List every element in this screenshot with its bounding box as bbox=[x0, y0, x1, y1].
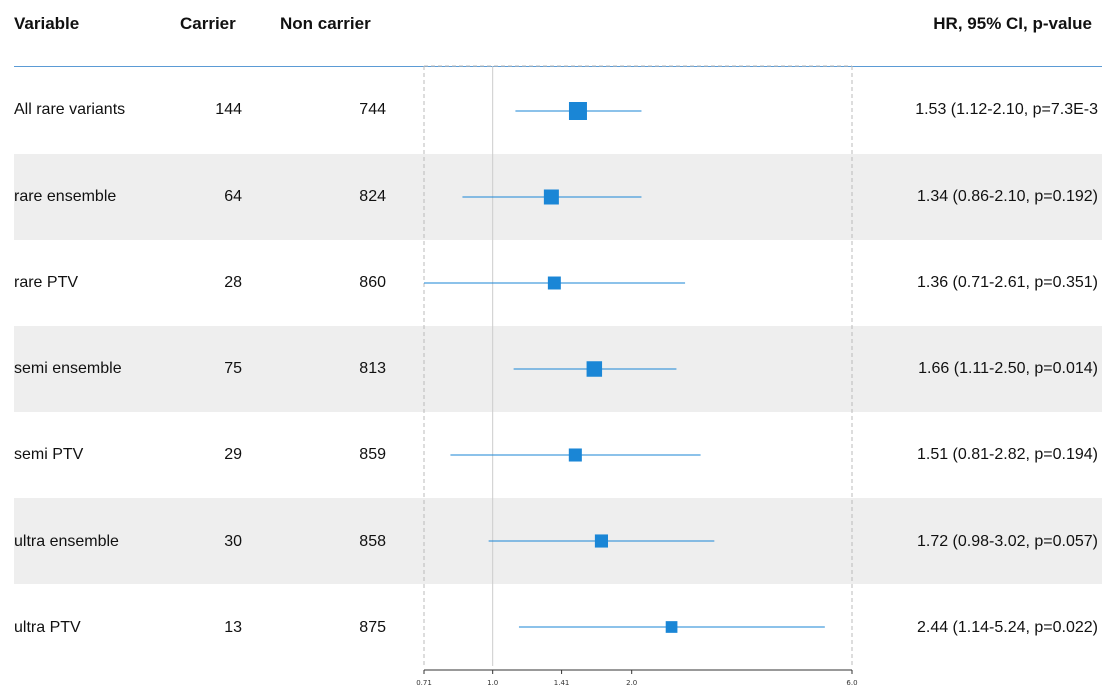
header-hr: HR, 95% CI, p-value bbox=[933, 14, 1092, 33]
hr-marker bbox=[568, 448, 582, 462]
table-row: All rare variants 144 744 1.53 (1.12-2.1… bbox=[14, 68, 1102, 154]
row-carrier: 64 bbox=[224, 188, 242, 205]
row-carrier: 28 bbox=[224, 274, 242, 291]
table-row: rare ensemble 64 824 1.34 (0.86-2.10, p=… bbox=[14, 154, 1102, 240]
row-variable: semi ensemble bbox=[14, 360, 122, 377]
hr-marker bbox=[586, 361, 603, 377]
table-row: rare PTV 28 860 1.36 (0.71-2.61, p=0.351… bbox=[14, 240, 1102, 326]
row-non-carrier: 859 bbox=[359, 446, 386, 463]
row-non-carrier: 860 bbox=[359, 274, 386, 291]
hr-marker bbox=[665, 621, 678, 633]
hr-marker bbox=[547, 276, 561, 290]
row-carrier: 30 bbox=[224, 533, 242, 550]
row-hr: 1.72 (0.98-3.02, p=0.057) bbox=[916, 533, 1098, 550]
hr-marker bbox=[543, 189, 559, 205]
header-variable: Variable bbox=[14, 14, 80, 33]
x-tick-label: 1.0 bbox=[487, 679, 498, 687]
row-variable: semi PTV bbox=[14, 446, 84, 463]
x-tick-label: 6.0 bbox=[846, 679, 857, 687]
row-non-carrier: 875 bbox=[359, 619, 386, 636]
row-variable: rare PTV bbox=[14, 274, 79, 291]
row-variable: ultra ensemble bbox=[14, 533, 119, 550]
row-carrier: 29 bbox=[224, 446, 242, 463]
hr-marker bbox=[594, 534, 608, 548]
row-variable: ultra PTV bbox=[14, 619, 81, 636]
row-non-carrier: 744 bbox=[359, 101, 386, 118]
row-hr: 1.66 (1.11-2.50, p=0.014) bbox=[918, 360, 1098, 377]
x-tick-label: 2.0 bbox=[626, 679, 637, 687]
row-non-carrier: 824 bbox=[359, 188, 386, 205]
row-non-carrier: 813 bbox=[359, 360, 386, 377]
header-carrier: Carrier bbox=[180, 14, 236, 33]
hr-marker bbox=[568, 102, 587, 120]
row-non-carrier: 858 bbox=[359, 533, 386, 550]
x-tick-label: 0.71 bbox=[416, 679, 432, 687]
row-carrier: 13 bbox=[224, 619, 242, 636]
x-tick-label: 1.41 bbox=[554, 679, 570, 687]
row-hr: 1.34 (0.86-2.10, p=0.192) bbox=[916, 188, 1098, 205]
header-non-carrier: Non carrier bbox=[280, 14, 371, 33]
row-carrier: 144 bbox=[215, 101, 242, 118]
row-hr: 1.36 (0.71-2.61, p=0.351) bbox=[916, 274, 1098, 291]
table-row: ultra PTV 13 875 2.44 (1.14-5.24, p=0.02… bbox=[14, 584, 1102, 670]
row-hr: 1.53 (1.12-2.10, p=7.3E-3 bbox=[915, 101, 1098, 118]
row-hr: 2.44 (1.14-5.24, p=0.022) bbox=[916, 619, 1098, 636]
row-variable: rare ensemble bbox=[14, 188, 117, 205]
row-carrier: 75 bbox=[224, 360, 242, 377]
table-row: semi PTV 29 859 1.51 (0.81-2.82, p=0.194… bbox=[14, 412, 1102, 498]
row-variable: All rare variants bbox=[14, 101, 126, 118]
row-hr: 1.51 (0.81-2.82, p=0.194) bbox=[916, 446, 1098, 463]
